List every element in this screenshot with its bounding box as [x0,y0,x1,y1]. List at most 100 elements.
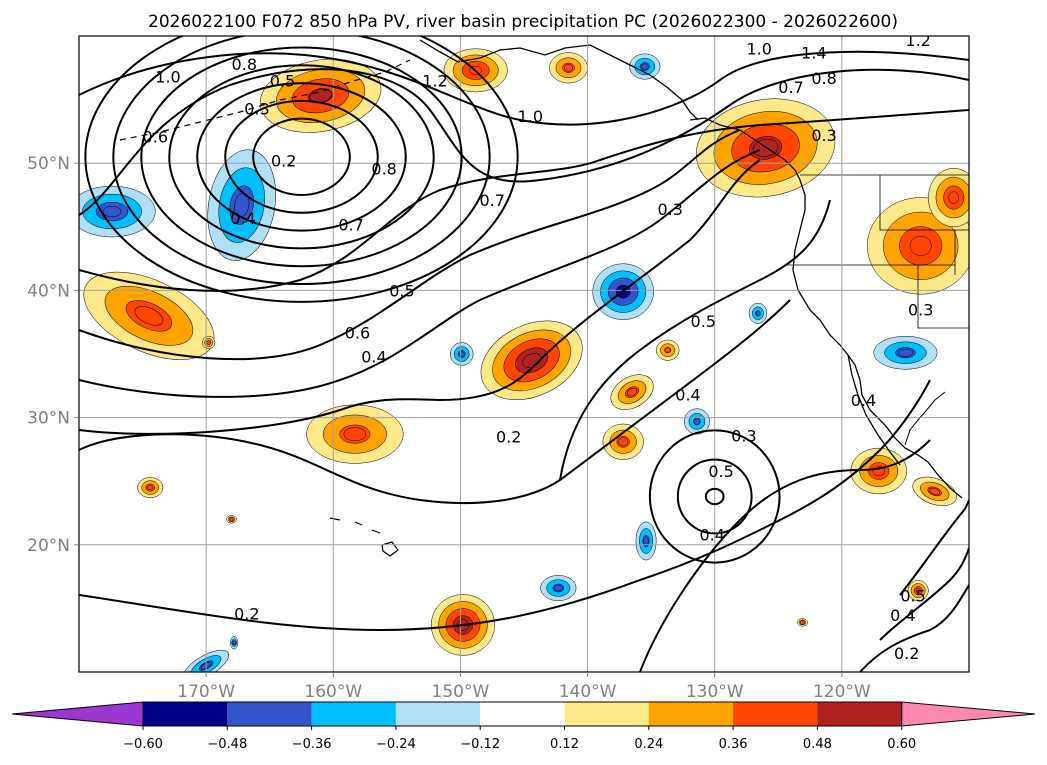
pv-contour [84,36,519,303]
pv-contour [79,109,969,292]
precip-blob [629,53,661,80]
precip-level [929,487,940,495]
precip-blob [306,404,404,464]
precip-level [229,517,234,522]
precip-blob [480,320,583,400]
precip-blob [602,423,644,460]
contour-label: 0.4 [230,209,255,228]
colorbar-outline [142,701,903,727]
precip-blob [850,447,907,495]
xtick-label: 130°W [686,682,744,702]
colorbar-tick-label: −0.12 [460,737,500,752]
coastline-layer [119,39,969,557]
colorbar [11,701,1036,727]
precip-level [800,620,805,625]
map-frame [78,35,970,673]
latitude-ticks: 50°N 40°N 30°N 20°N [27,154,79,556]
precip-level [554,584,563,592]
precip-level [755,310,761,317]
contour-label: 0.5 [900,587,925,606]
pv-contour [168,64,435,250]
contour-label: 1.2 [905,31,930,50]
precip-blob [226,515,237,524]
precip-blob [207,149,276,261]
precip-level [231,640,237,645]
north-america-coastline [689,117,963,499]
pv-contours [79,36,969,672]
colorbar-segment [143,702,228,726]
colorbar-segment [733,702,818,726]
colorbar-tick-label: 0.48 [803,737,832,752]
colorbar-ticks: −0.60 −0.48 −0.36 −0.24 −0.12 0.12 0.24 0.36 0.4… [123,726,916,752]
precip-blob [610,374,654,410]
precip-blob [797,618,808,627]
contour-label: 0.5 [389,281,414,300]
ytick-label: 30°N [27,409,70,429]
contour-label: 0.7 [338,215,363,234]
xtick-label: 160°W [304,682,362,702]
precip-blob [549,52,588,84]
ytick-label: 20°N [27,536,70,556]
pv-contour [79,68,969,216]
contour-label: 0.7 [778,78,803,97]
colorbar-tick-label: −0.36 [292,737,332,752]
precip-level [909,235,932,256]
contour-label: 0.2 [894,644,919,663]
pv-contour [224,99,379,214]
contour-label: 0.8 [232,55,257,74]
colorbar-segment [395,702,481,726]
pv-contour [79,299,791,505]
precip-blob [83,271,215,360]
pv-contour [559,199,831,481]
pv-contour [704,487,725,506]
precip-level [693,418,701,425]
precip-level [102,205,122,218]
graticule [79,36,969,672]
contour-label: 0.2 [496,428,521,447]
hawaii-islands [329,517,399,557]
contour-label: 0.3 [244,100,269,119]
precip-level [618,437,629,447]
xtick-label: 140°W [559,682,617,702]
colorbar-tick-label: 0.60 [887,737,916,752]
contour-label: 0.5 [270,72,295,91]
precip-blob [907,580,929,602]
pv-contour [140,46,463,268]
precip-level [641,63,649,70]
colorbar-tick-label: 0.24 [634,737,663,752]
precip-level [563,64,574,72]
us-state-borders [785,174,969,329]
pv-contour [79,50,969,126]
colorbar-extend-low [11,701,144,727]
pv-contour-labels: 1.00.80.50.30.60.20.40.80.70.71.01.20.50… [143,31,934,663]
precip-blob [540,575,577,602]
precip-level [664,347,671,353]
pv-contour [79,159,761,435]
precip-level [134,306,164,326]
colorbar-segment [311,702,396,726]
precip-blob [748,302,768,324]
precip-level [458,351,465,357]
pv-contour [648,429,781,564]
contour-label: 0.3 [811,126,836,145]
colorbar-tick-label: −0.60 [123,737,163,752]
precip-blob [137,477,164,498]
contour-label: 0.6 [143,127,168,146]
gulf-of-california-coastline [904,391,946,446]
pv-contour [252,117,351,196]
precip-blob [230,636,239,650]
precip-blob [450,342,474,366]
contour-label: 0.4 [361,348,386,367]
precip-blob [873,335,938,370]
precip-level [897,348,913,357]
colorbar-tick-label: 0.12 [550,737,579,752]
colorbar-extend-high [901,701,1036,727]
contour-label: 0.4 [890,606,915,625]
pv-contour [112,36,491,286]
precip-blob [655,339,680,361]
precip-blob [635,521,657,561]
pv-contour [196,82,407,232]
precip-blob [202,335,216,350]
contour-label: 1.2 [422,72,447,91]
contour-label: 0.3 [657,200,682,219]
